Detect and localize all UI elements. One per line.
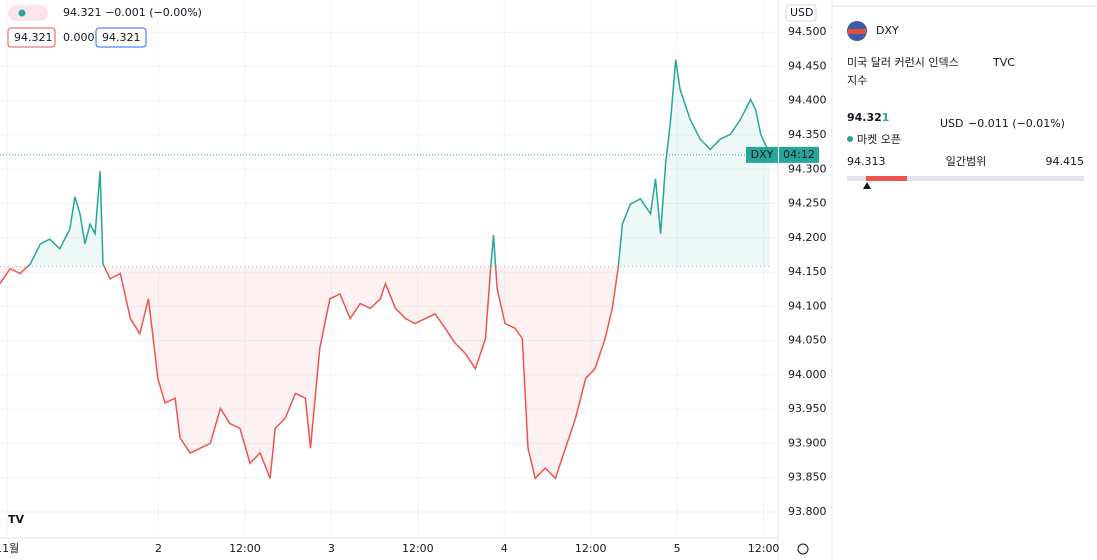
last-price-tag bbox=[746, 146, 778, 163]
instrument-name: 미국 달러 커런시 인덱스 bbox=[847, 56, 959, 69]
price-box-text: 94.321 bbox=[14, 31, 53, 44]
market-dot bbox=[847, 136, 853, 142]
area bbox=[0, 59, 771, 479]
kind: 지수 bbox=[847, 74, 867, 87]
line bbox=[0, 59, 771, 480]
price-main: 94.32 bbox=[847, 111, 882, 124]
side-panel: DXY 미국 달러 커런시 인덱스 TVC 지수 94.321 USD −0.0… bbox=[831, 0, 1097, 560]
price: 94.321 bbox=[847, 111, 889, 124]
status-dot bbox=[18, 9, 26, 17]
range-low: 94.313 bbox=[847, 155, 886, 168]
y-tick-label: 94.500 bbox=[788, 25, 827, 38]
price-currency: USD bbox=[940, 117, 964, 130]
price-change: −0.011 (−0.01%) bbox=[968, 117, 1065, 130]
x-tick-label: 4 bbox=[501, 542, 508, 555]
y-tick-label: 94.200 bbox=[788, 231, 827, 244]
spread: 0.000 bbox=[63, 31, 95, 44]
range-high: 94.415 bbox=[1046, 155, 1085, 168]
source: TVC bbox=[992, 56, 1015, 69]
settings-icon[interactable] bbox=[797, 543, 809, 555]
y-tick-label: 94.400 bbox=[788, 94, 827, 107]
x-tick-label: 12:00 bbox=[402, 542, 434, 555]
y-tick-label: 94.300 bbox=[788, 162, 827, 175]
x-tick-label: 11월 bbox=[0, 542, 19, 555]
y-tick-label: 94.050 bbox=[788, 334, 827, 347]
y-tick-label: 94.000 bbox=[788, 368, 827, 381]
x-tick-label: 3 bbox=[328, 542, 335, 555]
flag-stripe bbox=[848, 29, 866, 34]
price-box bbox=[7, 27, 56, 48]
x-tick-label: 12:00 bbox=[575, 542, 607, 555]
y-tick-label: 93.900 bbox=[788, 436, 827, 449]
x-tick-label: 12:00 bbox=[229, 542, 261, 555]
y-tick-label: 94.350 bbox=[788, 128, 827, 141]
range-marker bbox=[863, 182, 871, 189]
currency-button[interactable] bbox=[785, 4, 817, 22]
y-tick-label: 94.450 bbox=[788, 59, 827, 72]
countdown-tag bbox=[779, 146, 819, 163]
legend: 94.321 −0.001 (−0.00%) 94.321 0.000 94.3… bbox=[7, 5, 202, 526]
plot bbox=[0, 0, 778, 538]
range-track bbox=[847, 176, 1084, 181]
range-label: 일간범위 bbox=[946, 154, 986, 168]
x-tick-label: 2 bbox=[155, 542, 162, 555]
price-box-text: 94.321 bbox=[102, 31, 141, 44]
price-last-digit: 1 bbox=[882, 111, 890, 124]
y-tick-label: 93.800 bbox=[788, 505, 827, 518]
header-change: −0.001 (−0.00%) bbox=[105, 6, 202, 19]
currency: USD bbox=[790, 6, 814, 19]
price-box bbox=[95, 27, 147, 48]
legend-toggle[interactable] bbox=[8, 5, 48, 21]
range-fill bbox=[866, 176, 907, 181]
y-tick-label: 94.100 bbox=[788, 299, 827, 312]
x-tick-label: 5 bbox=[674, 542, 681, 555]
y-tick-label: 94.250 bbox=[788, 197, 827, 210]
x-tick-label: 12:00 bbox=[748, 542, 780, 555]
header-last: 94.321 bbox=[63, 6, 102, 19]
y-tick-label: 94.150 bbox=[788, 265, 827, 278]
axes: USD 93.800 93.850 93.900 93.950 94.000 94.050… bbox=[0, 0, 827, 560]
symbol: DXY bbox=[876, 24, 899, 37]
logo: 𝗧𝗩 bbox=[8, 513, 25, 526]
countdown: 04:12 bbox=[783, 148, 815, 161]
y-tick-label: 93.850 bbox=[788, 471, 827, 484]
market-status: 마켓 오픈 bbox=[857, 133, 901, 146]
last-price-symbol: DXY bbox=[751, 148, 774, 161]
y-tick-label: 93.950 bbox=[788, 402, 827, 415]
